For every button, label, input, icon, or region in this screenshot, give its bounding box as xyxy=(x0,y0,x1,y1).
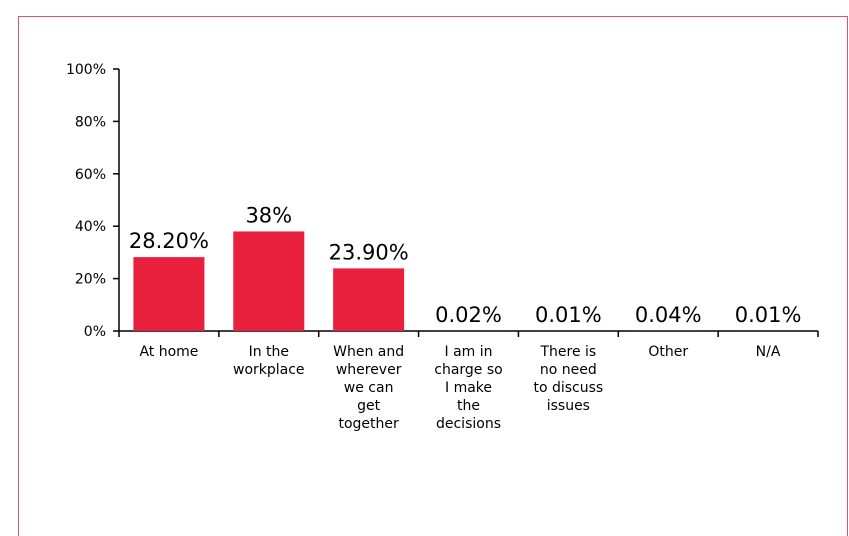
y-tick-label: 40% xyxy=(75,219,106,235)
y-tick-label: 100% xyxy=(66,62,106,78)
category-label: workplace xyxy=(233,362,305,378)
category-label: issues xyxy=(547,398,590,414)
category-label: wherever xyxy=(336,362,402,378)
category-label: together xyxy=(338,416,399,432)
category-label: At home xyxy=(139,344,198,360)
data-label: 0.01% xyxy=(735,303,802,327)
category-label: the xyxy=(457,398,480,414)
y-tick-label: 0% xyxy=(84,324,106,340)
category-label: we can xyxy=(344,380,394,396)
category-label: charge so xyxy=(434,362,502,378)
category-label: no need xyxy=(540,362,597,378)
data-label: 38% xyxy=(245,203,292,227)
category-label: In the xyxy=(249,344,289,360)
category-label: There is xyxy=(539,344,596,360)
data-label: 0.01% xyxy=(535,303,602,327)
data-label: 23.90% xyxy=(329,240,409,264)
bar xyxy=(333,268,404,331)
y-tick-label: 80% xyxy=(75,114,106,130)
category-label: Other xyxy=(648,344,688,360)
category-label: decisions xyxy=(436,416,501,432)
data-label: 28.20% xyxy=(129,229,209,253)
category-label: to discuss xyxy=(533,380,603,396)
bar xyxy=(133,257,204,331)
category-label: When and xyxy=(333,344,404,360)
category-label: get xyxy=(357,398,381,414)
category-label: I am in xyxy=(444,344,492,360)
data-label: 0.04% xyxy=(635,303,702,327)
data-label: 0.02% xyxy=(435,303,502,327)
category-label: I make xyxy=(445,380,492,396)
bar xyxy=(233,231,304,331)
y-tick-label: 20% xyxy=(75,272,106,288)
y-tick-label: 60% xyxy=(75,167,106,183)
category-label: N/A xyxy=(756,344,781,360)
